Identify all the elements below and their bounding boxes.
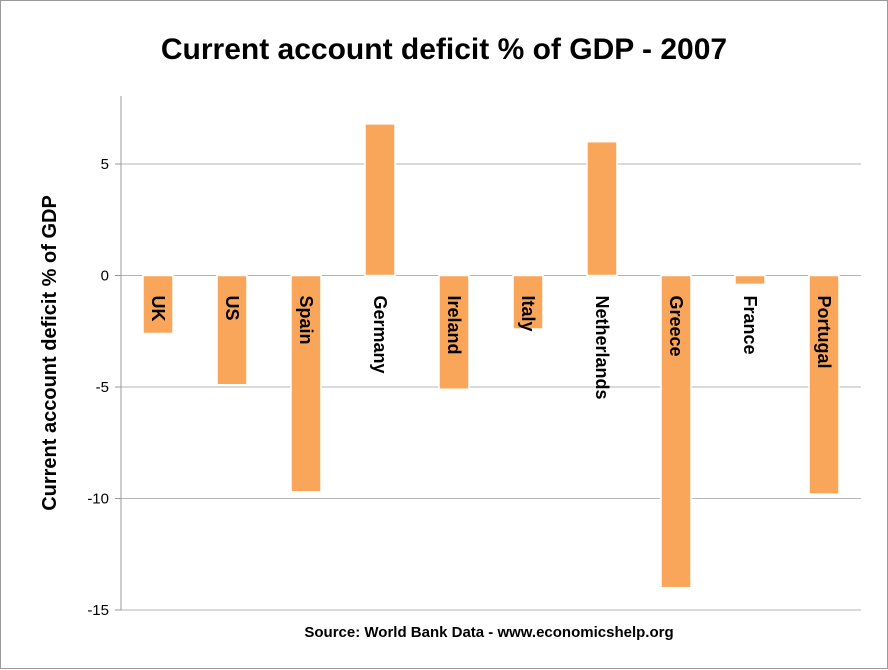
bar-spain <box>290 274 322 493</box>
y-tick-label: 0 <box>101 268 109 285</box>
bar-us <box>216 274 248 386</box>
category-label: Netherlands <box>592 296 612 400</box>
bar-italy <box>512 274 544 330</box>
bars <box>142 123 840 589</box>
bar-germany <box>364 123 396 277</box>
bar-portugal <box>808 274 840 495</box>
category-label: Spain <box>296 296 316 345</box>
category-label: Ireland <box>444 296 464 355</box>
y-tick-labels: 5 0 -5 -10 -15 <box>87 156 121 619</box>
gridlines <box>121 163 861 611</box>
bar-ireland <box>438 274 470 390</box>
category-label: US <box>222 296 242 321</box>
source-note: Source: World Bank Data - www.economicsh… <box>304 624 673 641</box>
y-tick-label: -15 <box>87 602 109 619</box>
bar-france <box>734 274 766 286</box>
category-label: UK <box>148 296 168 322</box>
category-label: Germany <box>370 296 390 374</box>
y-tick-label: 5 <box>101 156 109 173</box>
bar-greece <box>660 274 692 589</box>
bar-netherlands <box>586 140 618 277</box>
y-tick-label: -5 <box>96 379 109 396</box>
bar-uk <box>142 274 174 335</box>
chart-title: Current account deficit % of GDP - 2007 <box>161 33 727 66</box>
category-labels: UK US Spain Germany Ireland Italy Netherlands G… <box>148 296 834 400</box>
category-label: Portugal <box>814 296 834 369</box>
category-label: Italy <box>518 296 538 332</box>
y-axis-title: Current account deficit % of GDP <box>39 195 61 511</box>
category-label: Greece <box>666 296 686 357</box>
y-tick-label: -10 <box>87 491 109 508</box>
category-label: France <box>740 296 760 355</box>
